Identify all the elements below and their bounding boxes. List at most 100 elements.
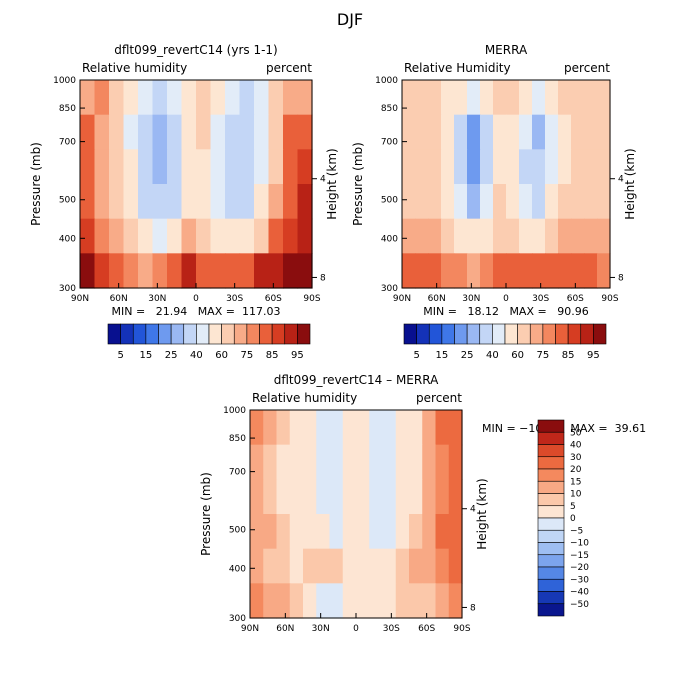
heatmap-cell xyxy=(239,253,255,289)
panel-left-label: Relative humidity xyxy=(252,391,357,405)
colorbar-swatch xyxy=(537,517,565,531)
heatmap-cell xyxy=(441,149,455,185)
y2-axis-label: Height (km) xyxy=(325,148,339,219)
heatmap-cell xyxy=(297,184,313,220)
heatmap-cell xyxy=(369,444,384,480)
panel-left-label: Relative Humidity xyxy=(404,61,511,75)
heatmap-cell xyxy=(448,583,463,619)
panel-title: MERRA xyxy=(485,43,528,57)
heatmap-cell xyxy=(329,444,344,480)
heatmap-cell xyxy=(250,479,264,515)
heatmap-cell xyxy=(239,149,255,185)
x-tick-label: 60N xyxy=(428,294,446,304)
colorbar-label: 10 xyxy=(570,490,582,500)
x-tick-label: 60N xyxy=(276,624,294,634)
colorbar-label: 15 xyxy=(140,350,153,361)
heatmap-cell xyxy=(382,479,397,515)
heatmap-cell xyxy=(395,583,410,619)
heatmap-cell xyxy=(263,479,278,515)
heatmap-cell xyxy=(297,253,313,289)
heatmap-cell xyxy=(94,253,110,289)
colorbar-swatch xyxy=(271,323,286,345)
y2-tick-label: 8 xyxy=(618,273,624,283)
heatmap-cell xyxy=(283,253,299,289)
heatmap-cell xyxy=(283,149,299,185)
heatmap-cell xyxy=(428,218,442,254)
heatmap-cell xyxy=(283,114,299,150)
heatmap-cell xyxy=(123,218,139,254)
heatmap-cell xyxy=(428,80,442,116)
heatmap-cell xyxy=(519,149,533,185)
heatmap-cell xyxy=(283,80,299,116)
heatmap-cell xyxy=(584,149,598,185)
heatmap-cell xyxy=(493,184,507,220)
heatmap-cell xyxy=(532,184,546,220)
heatmap-cell xyxy=(506,218,520,254)
heatmap-cell xyxy=(435,444,450,480)
colorbar-label: 75 xyxy=(241,350,254,361)
heatmap-cell xyxy=(80,114,96,150)
heatmap-cell xyxy=(506,253,520,289)
stats-text: MIN = 18.12 MAX = 90.96 xyxy=(423,305,588,318)
heatmap-cell xyxy=(395,444,410,480)
y-tick-label: 400 xyxy=(59,234,76,244)
heatmap-cell xyxy=(584,253,598,289)
heatmap-cell xyxy=(181,253,197,289)
colorbar-label: 60 xyxy=(215,350,228,361)
heatmap-cell xyxy=(435,410,450,446)
colorbar-label: 75 xyxy=(537,350,550,361)
heatmap-cell xyxy=(303,410,317,446)
colorbar-label: 5 xyxy=(570,502,576,512)
heatmap-cell xyxy=(435,479,450,515)
colorbar-label: −30 xyxy=(570,575,589,585)
heatmap-cell xyxy=(123,149,139,185)
heatmap-cell xyxy=(263,548,278,584)
panel-right-label: percent xyxy=(564,61,610,75)
y-axis-label: Pressure (mb) xyxy=(351,142,365,226)
heatmap-cell xyxy=(422,444,437,480)
y-tick-label: 1000 xyxy=(53,76,76,86)
heatmap-cell xyxy=(80,149,96,185)
heatmap-cell xyxy=(382,444,397,480)
colorbar-label: 40 xyxy=(570,441,582,451)
heatmap-cell xyxy=(545,184,559,220)
heatmap-cell xyxy=(597,149,611,185)
colorbar-swatch xyxy=(208,323,222,345)
heatmap-cell xyxy=(571,253,585,289)
heatmap-cell xyxy=(210,218,226,254)
heatmap-cell xyxy=(196,184,212,220)
heatmap-cell xyxy=(545,80,559,116)
x-tick-label: 30N xyxy=(148,294,166,304)
heatmap-cell xyxy=(584,184,598,220)
y-tick-label: 400 xyxy=(229,564,246,574)
heatmap-cell xyxy=(181,184,197,220)
y-tick-label: 700 xyxy=(381,138,398,148)
colorbar-label: 5 xyxy=(117,350,123,361)
heatmap-cell xyxy=(422,548,437,584)
x-tick-label: 60S xyxy=(567,294,584,304)
heatmap-cell xyxy=(289,583,304,619)
heatmap-cell xyxy=(152,149,168,185)
y-tick-label: 850 xyxy=(59,104,76,114)
heatmap-cell xyxy=(467,253,481,289)
y-tick-label: 300 xyxy=(229,614,246,624)
heatmap-cell xyxy=(441,80,455,116)
colorbar-label: 40 xyxy=(190,350,203,361)
heatmap-cell xyxy=(123,184,139,220)
y-axis-label: Pressure (mb) xyxy=(29,142,43,226)
heatmap-cell xyxy=(532,149,546,185)
colorbar-swatch xyxy=(537,456,565,470)
heatmap-cell xyxy=(80,218,96,254)
heatmap-cell xyxy=(196,149,212,185)
heatmap-cell xyxy=(356,583,370,619)
y2-tick-label: 8 xyxy=(320,273,326,283)
colorbar-swatch xyxy=(593,323,607,345)
heatmap-cell xyxy=(454,253,468,289)
x-tick-label: 30N xyxy=(312,624,330,634)
heatmap-cell xyxy=(571,149,585,185)
heatmap-cell xyxy=(571,80,585,116)
y-tick-label: 700 xyxy=(229,468,246,478)
heatmap-cell xyxy=(342,444,357,480)
heatmap-cell xyxy=(493,80,507,116)
